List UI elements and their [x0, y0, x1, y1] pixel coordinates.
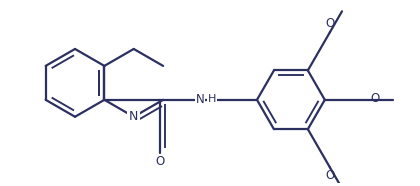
Text: O: O — [325, 169, 334, 182]
Text: O: O — [371, 92, 380, 105]
Text: O: O — [325, 17, 334, 30]
Text: H: H — [207, 94, 216, 104]
Text: N: N — [129, 110, 139, 123]
Text: N: N — [196, 93, 205, 106]
Text: O: O — [155, 155, 165, 168]
